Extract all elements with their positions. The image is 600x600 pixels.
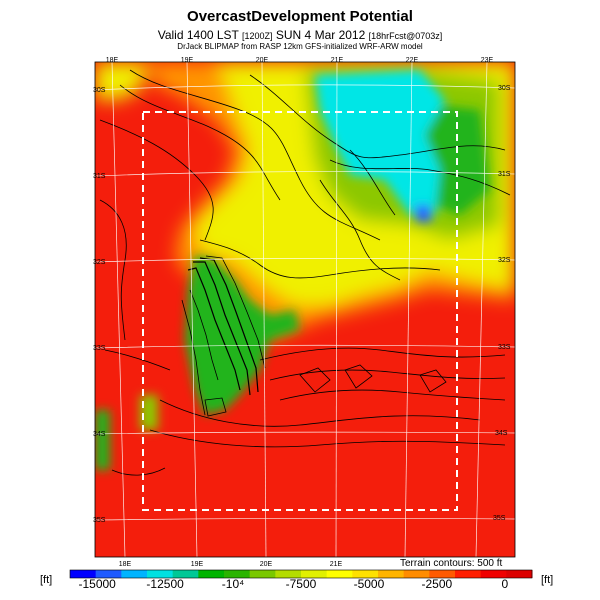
inner-domain-box: [142, 111, 458, 511]
valid-time: Valid 1400 LST: [157, 28, 239, 42]
coordinate-labels: 18E 19E 20E 21E 22E 23E 18E 19E 20E 21E …: [93, 57, 511, 568]
colorbar-unit-left: [ft]: [40, 574, 53, 586]
lon-label-top: 19E: [181, 57, 194, 64]
valid-time-line: Valid 1400 LST [1200Z] SUN 4 Mar 2012 [1…: [0, 28, 600, 42]
lon-label-top: 18E: [106, 57, 119, 64]
colorbar-swatch: [95, 570, 122, 578]
forecast-info: [18hrFcst@0703z]: [368, 31, 443, 41]
map-frame: [94, 61, 516, 558]
colorbar-swatch: [403, 570, 430, 578]
model-credits: DrJack BLIPMAP from RASP 12km GFS-initia…: [177, 42, 423, 51]
terrain-contour-note: Terrain contours: 500 ft: [400, 558, 503, 569]
lon-label-top: 21E: [331, 57, 344, 64]
lat-label-left: 33S: [93, 345, 106, 352]
colorbar-swatch: [429, 570, 456, 578]
colorbar-swatch: [147, 570, 174, 578]
field-green-west: [95, 410, 110, 470]
colorbar-swatch: [480, 570, 507, 578]
colorbar-swatch: [275, 570, 302, 578]
colorbar: [69, 569, 533, 579]
lat-label-right: 32S: [498, 257, 511, 264]
colorbar-tick-label: -12500: [146, 577, 184, 591]
colorbar-tick-labels: -15000 -12500 -10⁴ -7500 -5000 -2500 0: [78, 577, 508, 591]
lat-lon-grid: [94, 61, 516, 558]
colorbar-border: [69, 569, 533, 579]
field-green-center: [185, 255, 300, 415]
terrain-contours: [99, 69, 511, 476]
lat-label-right: 35S: [493, 515, 506, 522]
colorbar-swatch: [121, 570, 148, 578]
field-cyan: [315, 70, 445, 215]
colorbar-swatch: [249, 570, 276, 578]
lat-label-left: 34S: [93, 431, 106, 438]
colorbar-tick-label: -7500: [286, 577, 317, 591]
colorbar-swatch: [224, 570, 251, 578]
colorbar-tick-label: -5000: [354, 577, 385, 591]
colorbar-swatch: [378, 570, 405, 578]
colorbar-swatch: [506, 570, 533, 578]
colorbar-swatch: [352, 570, 379, 578]
chart-title: OvercastDevelopment Potential: [187, 8, 413, 25]
lat-label-left: 32S: [93, 259, 106, 266]
lon-label-bottom: 19E: [191, 561, 204, 568]
lon-label-bottom: 20E: [260, 561, 273, 568]
color-field: [95, 62, 515, 557]
lon-label-bottom: 18E: [119, 561, 132, 568]
colorbar-swatch: [326, 570, 353, 578]
colorbar-swatch: [301, 570, 328, 578]
lat-label-left: 31S: [93, 173, 106, 180]
colorbar-swatch: [198, 570, 225, 578]
field-lightgreen-coast: [140, 395, 158, 430]
lat-label-right: 34S: [495, 430, 508, 437]
colorbar-tick-label: -2500: [422, 577, 453, 591]
colorbar-swatch: [172, 570, 199, 578]
lat-label-right: 30S: [498, 85, 511, 92]
lat-label-left: 30S: [93, 87, 106, 94]
field-yellow-nw: [95, 62, 150, 100]
colorbar-swatch: [70, 570, 97, 578]
lon-label-top: 22E: [406, 57, 419, 64]
colorbar-swatch: [455, 570, 482, 578]
colorbar-tick-label: -10⁴: [222, 577, 245, 591]
colorbar-unit-right: [ft]: [541, 574, 554, 586]
colorbar-tick-label: -15000: [78, 577, 116, 591]
lon-label-bottom: 21E: [330, 561, 343, 568]
field-blue: [415, 205, 432, 222]
lat-label-right: 33S: [498, 344, 511, 351]
lat-label-left: 35S: [93, 517, 106, 524]
valid-utc: [1200Z]: [242, 31, 273, 41]
lat-label-right: 31S: [498, 171, 511, 178]
colorbar-tick-label: 0: [501, 577, 508, 591]
valid-date: SUN 4 Mar 2012: [275, 28, 366, 42]
lon-label-top: 23E: [481, 57, 494, 64]
lon-label-top: 20E: [256, 57, 269, 64]
